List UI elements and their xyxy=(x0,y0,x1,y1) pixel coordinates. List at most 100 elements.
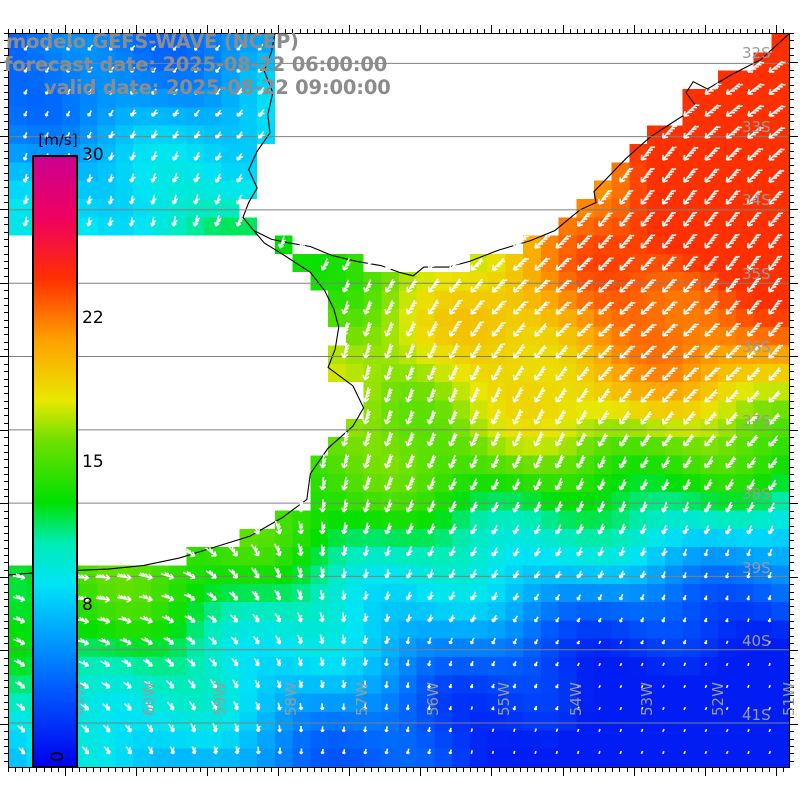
wind-barb xyxy=(512,524,520,535)
wind-barb xyxy=(319,589,325,601)
wind-barb xyxy=(164,658,175,667)
wind-barb xyxy=(598,345,614,359)
wind-barb xyxy=(725,104,743,117)
wind-barb xyxy=(470,321,485,337)
axis-tick-major xyxy=(704,25,706,33)
wind-barb xyxy=(149,216,157,227)
wind-barb xyxy=(618,433,630,447)
axis-tick-major xyxy=(278,768,280,776)
wind-barb xyxy=(640,662,644,667)
wind-barb xyxy=(534,593,540,601)
axis-tick-major xyxy=(0,135,8,137)
wind-barb xyxy=(213,745,219,755)
wind-barb xyxy=(534,728,538,733)
wind-barb xyxy=(747,640,750,645)
wind-barb xyxy=(747,168,763,183)
wind-barb xyxy=(725,190,741,205)
axis-tick-minor xyxy=(790,709,794,711)
axis-tick-minor xyxy=(249,768,251,772)
wind-barb xyxy=(576,617,581,623)
wind-barb xyxy=(236,173,243,183)
wind-barb xyxy=(576,706,580,711)
axis-tick-minor xyxy=(43,29,45,33)
axis-tick-minor xyxy=(292,29,294,33)
axis-tick-major xyxy=(775,25,777,33)
axis-tick-minor xyxy=(790,679,794,681)
axis-tick-minor xyxy=(150,29,152,33)
wind-barb xyxy=(207,614,217,623)
wind-barb xyxy=(597,433,608,447)
wind-barb xyxy=(274,543,282,557)
wind-barb xyxy=(725,168,741,183)
axis-tick-minor xyxy=(790,635,794,637)
wind-barb xyxy=(747,60,765,73)
wind-barb xyxy=(746,525,754,535)
axis-tick-minor xyxy=(790,400,794,402)
axis-tick-minor xyxy=(790,407,794,409)
wind-barb xyxy=(66,88,71,95)
wind-barb xyxy=(576,546,584,557)
axis-tick-minor xyxy=(761,29,763,33)
wind-barb xyxy=(45,44,51,51)
axis-tick-minor xyxy=(342,29,344,33)
axis-tick-minor xyxy=(768,29,770,33)
wind-barb xyxy=(725,211,741,227)
wind-barb xyxy=(747,728,750,733)
colorbar[interactable] xyxy=(32,155,78,768)
map-plot-area[interactable] xyxy=(8,33,790,768)
axis-tick-minor xyxy=(4,128,8,130)
wind-barb xyxy=(597,455,606,469)
axis-tick-minor xyxy=(790,643,794,645)
axis-tick-minor xyxy=(4,716,8,718)
wind-barb xyxy=(405,432,415,447)
wind-barb xyxy=(661,571,666,579)
axis-tick-minor xyxy=(441,768,443,772)
wind-barb xyxy=(683,706,686,711)
wind-barb xyxy=(405,682,410,689)
wind-barb xyxy=(192,194,200,205)
axis-tick-minor xyxy=(4,444,8,446)
wind-barb xyxy=(102,703,111,711)
axis-tick-minor xyxy=(4,260,8,262)
axis-tick-minor xyxy=(178,768,180,772)
axis-tick-minor xyxy=(790,606,794,608)
wind-barb xyxy=(183,570,196,580)
wind-barb xyxy=(513,279,529,293)
wind-barb xyxy=(767,502,776,513)
axis-tick-minor xyxy=(4,305,8,306)
wind-barb xyxy=(362,476,372,491)
wind-barb xyxy=(747,618,750,623)
wind-barb xyxy=(725,389,739,403)
wind-barb xyxy=(384,278,396,293)
axis-tick-minor xyxy=(228,29,230,33)
axis-tick-minor xyxy=(320,29,322,33)
wind-barb xyxy=(640,388,656,403)
wind-barb xyxy=(297,566,304,579)
wind-barb xyxy=(257,43,264,51)
axis-tick-minor xyxy=(790,77,794,79)
wind-barb xyxy=(662,684,665,689)
wind-barb xyxy=(166,701,175,711)
wind-barb xyxy=(725,478,735,491)
wind-barb xyxy=(513,322,526,337)
axis-tick-major xyxy=(0,576,8,578)
wind-barb xyxy=(363,257,373,271)
axis-tick-minor xyxy=(790,687,794,689)
axis-tick-minor xyxy=(4,202,8,204)
wind-barb xyxy=(319,680,326,689)
wind-barb xyxy=(141,637,153,646)
wind-barb xyxy=(427,568,435,579)
wind-barb xyxy=(768,190,784,205)
wind-barb xyxy=(768,299,783,315)
axis-tick-major xyxy=(790,62,798,64)
axis-tick-minor xyxy=(221,768,223,772)
axis-tick-minor xyxy=(235,29,237,33)
wind-barb xyxy=(618,501,627,513)
axis-tick-minor xyxy=(335,768,336,772)
axis-tick-minor xyxy=(726,29,727,33)
axis-tick-minor xyxy=(363,768,365,772)
wind-barb xyxy=(108,109,114,117)
wind-barb xyxy=(186,658,196,667)
wind-barb xyxy=(23,45,29,51)
wind-barb xyxy=(129,109,137,117)
